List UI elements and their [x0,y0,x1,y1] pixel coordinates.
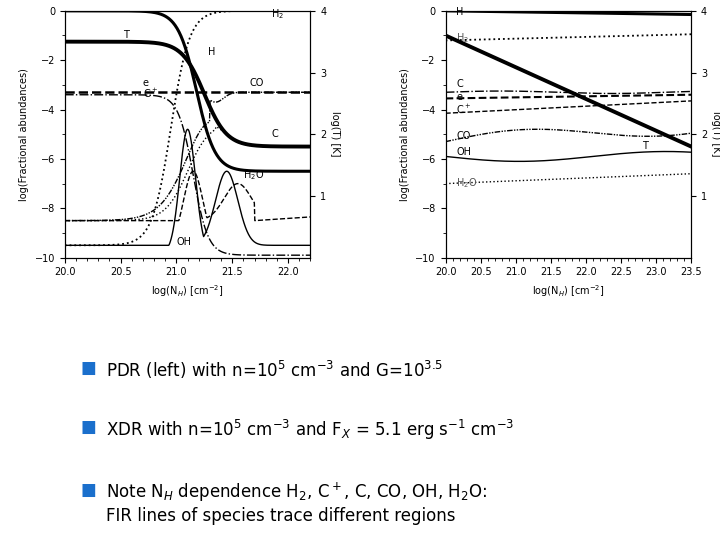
Text: PDR (left) with n=10$^5$ cm$^{-3}$ and G=10$^{3.5}$: PDR (left) with n=10$^5$ cm$^{-3}$ and G… [106,359,443,381]
Y-axis label: log(Fractional abundances): log(Fractional abundances) [400,68,410,201]
Text: Note N$_H$ dependence H$_2$, C$^+$, C, CO, OH, H$_2$O:
FIR lines of species trac: Note N$_H$ dependence H$_2$, C$^+$, C, C… [106,481,487,525]
Text: OH: OH [456,147,471,157]
X-axis label: log(N$_H$) [cm$^{-2}$]: log(N$_H$) [cm$^{-2}$] [151,283,224,299]
Text: H$_2$O: H$_2$O [243,168,265,183]
Text: CO: CO [249,78,264,88]
Y-axis label: log(T) [K]: log(T) [K] [711,111,720,157]
Text: H: H [456,6,464,17]
Text: C$^+$: C$^+$ [143,87,158,100]
Text: C: C [271,129,278,139]
X-axis label: log(N$_H$) [cm$^{-2}$]: log(N$_H$) [cm$^{-2}$] [532,283,605,299]
Text: e: e [456,92,462,102]
Text: C: C [456,79,463,89]
Text: e: e [143,78,149,88]
Text: ■: ■ [81,481,96,499]
Text: XDR with n=10$^5$ cm$^{-3}$ and F$_X$ = 5.1 erg s$^{-1}$ cm$^{-3}$: XDR with n=10$^5$ cm$^{-3}$ and F$_X$ = … [106,418,514,442]
Text: ■: ■ [81,359,96,377]
Text: CO: CO [456,131,470,141]
Y-axis label: log(T) [K]: log(T) [K] [330,111,341,157]
Y-axis label: log(Fractional abundances): log(Fractional abundances) [19,68,29,201]
Text: T: T [123,30,129,40]
Text: C$^+$: C$^+$ [456,103,471,117]
Text: H$_2$O: H$_2$O [456,176,477,190]
Text: OH: OH [176,237,192,247]
Text: T: T [642,141,648,151]
Text: ■: ■ [81,418,96,436]
Text: H$_2$: H$_2$ [271,7,284,21]
Text: H: H [208,47,215,57]
Text: H$_2$: H$_2$ [456,32,469,45]
